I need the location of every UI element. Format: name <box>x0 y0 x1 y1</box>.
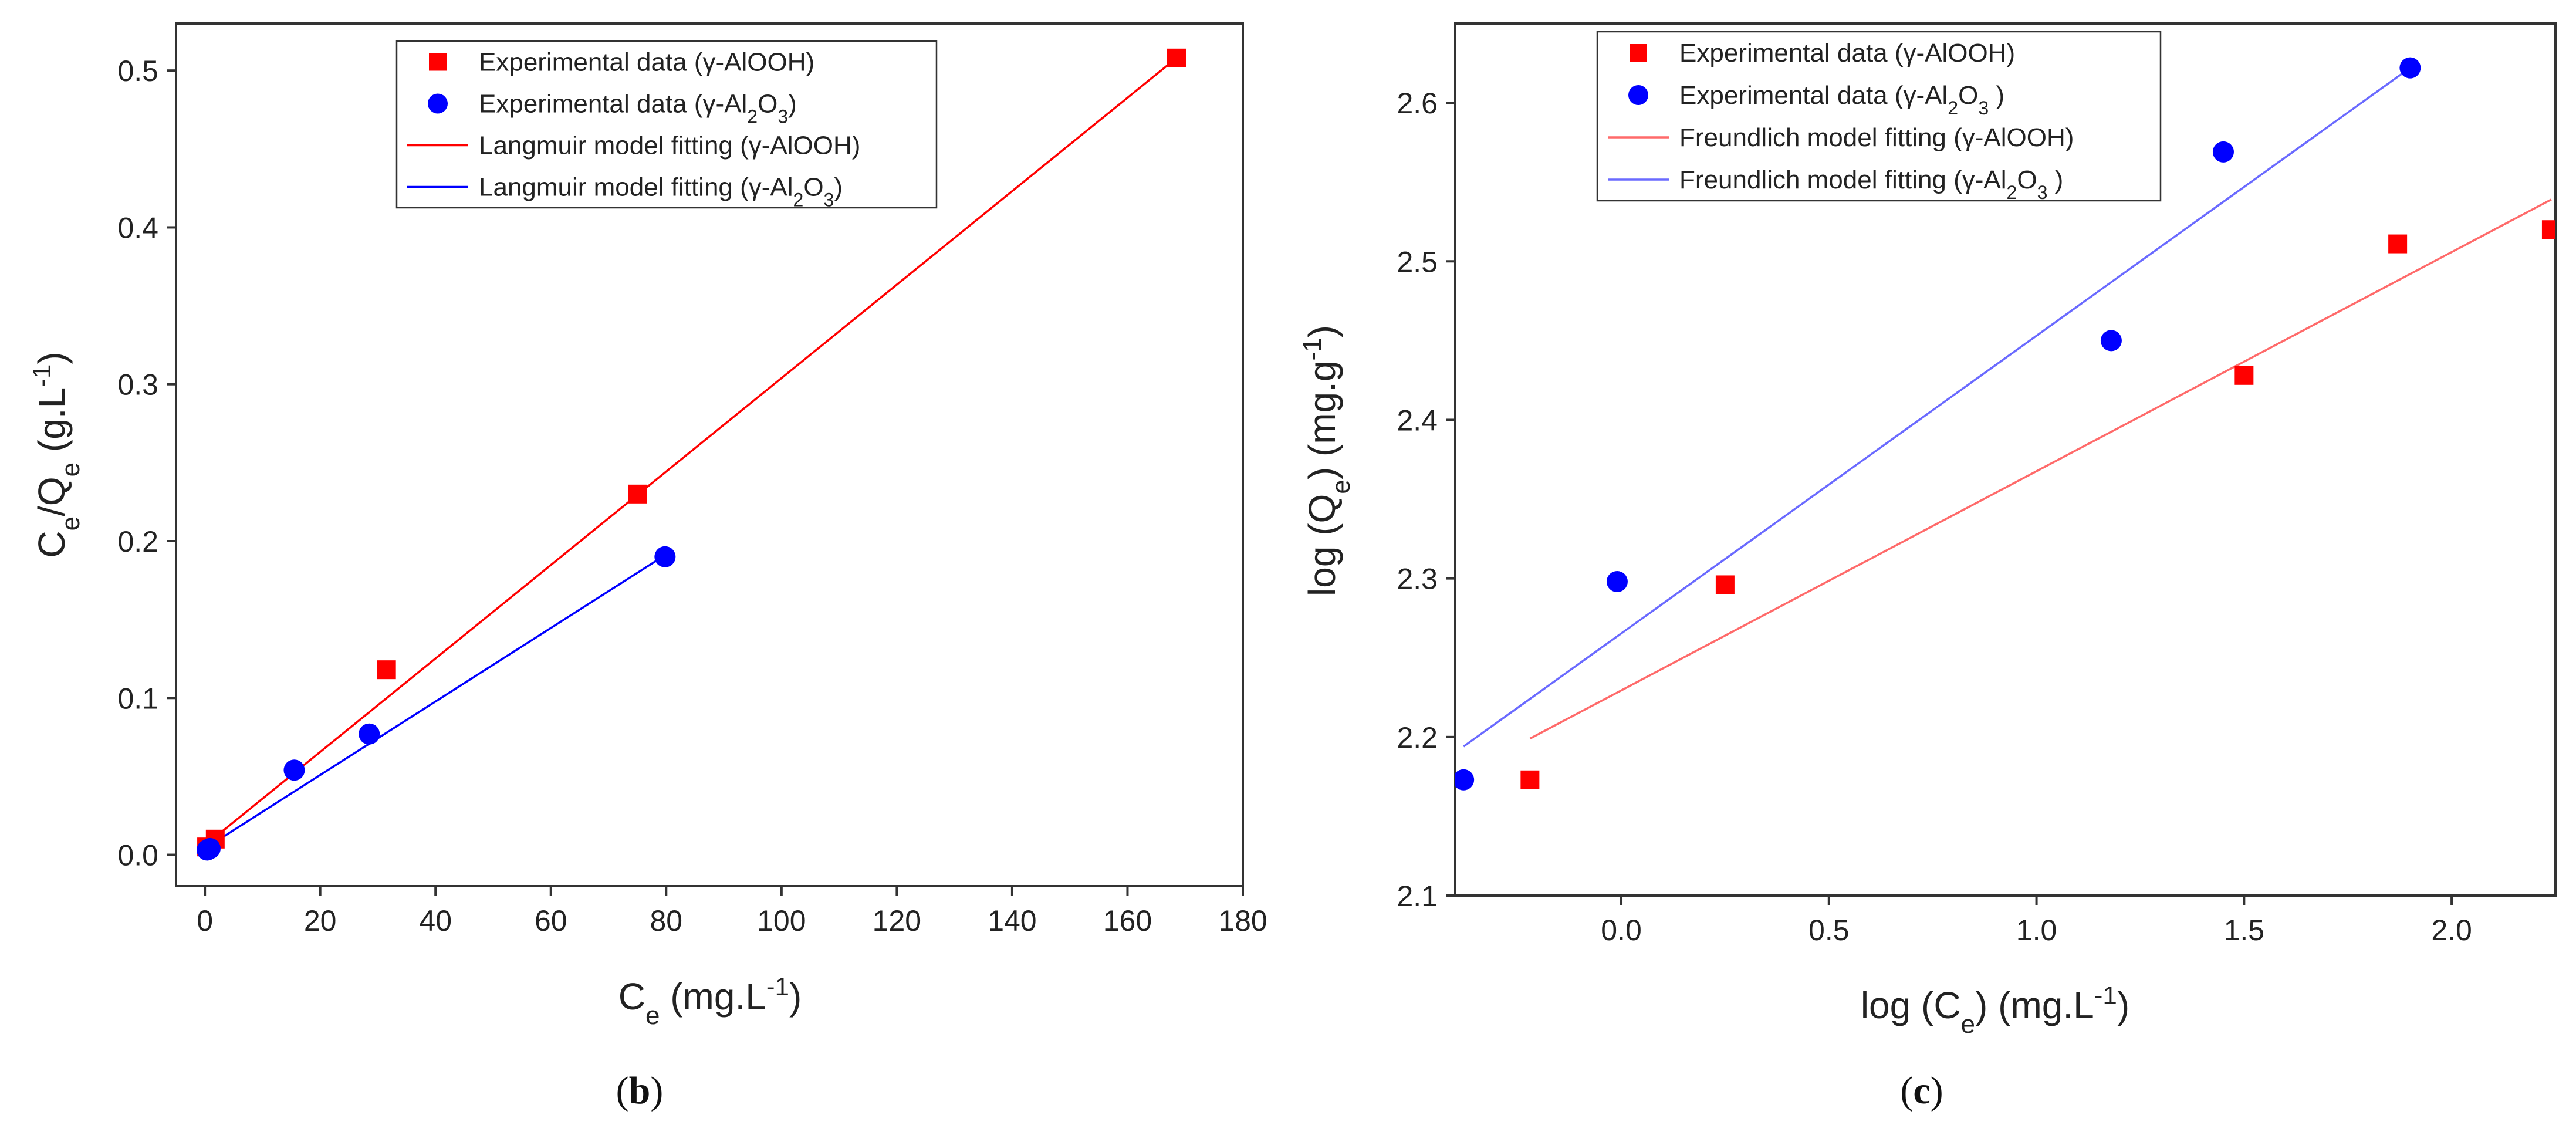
x-tick-label: 180 <box>1218 904 1267 937</box>
legend-marker-square <box>1630 44 1647 62</box>
data-point-circle <box>2399 57 2421 79</box>
x-tick-label: 120 <box>873 904 921 937</box>
data-layer <box>197 48 1186 861</box>
panel-label: (b) <box>616 1069 664 1112</box>
y-tick-label: 2.3 <box>1397 563 1438 596</box>
legend-entry-label: Experimental data (γ-AlOOH) <box>1679 39 2015 67</box>
x-tick-label: 20 <box>304 904 337 937</box>
y-tick-label: 2.4 <box>1397 404 1438 437</box>
x-tick-label: 80 <box>650 904 682 937</box>
data-point-circle <box>1606 571 1628 593</box>
y-tick-label: 0.1 <box>117 682 158 715</box>
x-tick-label: 100 <box>757 904 806 937</box>
data-point-square <box>377 660 396 680</box>
fit-line <box>204 554 666 850</box>
fit-line <box>204 57 1178 846</box>
data-point-circle <box>2100 330 2122 352</box>
data-point-square <box>2234 366 2254 385</box>
y-tick-label: 2.5 <box>1397 245 1438 278</box>
data-point-square <box>2541 220 2555 239</box>
legend-box <box>395 40 938 209</box>
legend-entry-label: Freundlich model fitting (γ-Al2O3 ) <box>1679 165 2063 203</box>
y-tick-label: 0.3 <box>117 369 158 401</box>
legend-entry-label: Freundlich model fitting (γ-AlOOH) <box>1679 123 2074 152</box>
legend-marker-square <box>429 53 447 71</box>
data-point-circle <box>359 723 380 745</box>
fit-line <box>1463 67 2411 748</box>
x-axis-label: log (Ce) (mg.L-1) <box>1861 981 2129 1039</box>
y-tick-label: 0.2 <box>117 525 158 558</box>
legend-marker-circle <box>428 93 448 114</box>
y-axis-label: Ce/Qe (g.L-1) <box>28 352 85 558</box>
data-point-square <box>628 484 647 504</box>
y-tick-label: 2.6 <box>1397 87 1438 120</box>
plot-frame <box>1454 22 2557 897</box>
chart-panel-c: 0.0 0.5 1.0 1.5 2.0 2.1 2.2 2.3 2.4 2.5 2.6 log (Ce… <box>1298 22 2557 1112</box>
y-tick-label: 2.2 <box>1397 721 1438 754</box>
legend: Experimental data (γ-AlOOH) Experimental … <box>395 40 938 211</box>
data-point-square <box>1167 48 1186 67</box>
data-point-circle <box>199 837 221 859</box>
panel-label: (c) <box>1900 1069 1943 1112</box>
data-point-circle <box>1455 769 1475 791</box>
data-point-square <box>1715 575 1735 594</box>
data-point-circle <box>2212 141 2234 163</box>
y-axis-label: log (Qe) (mg.g-1) <box>1298 325 1355 596</box>
legend-entry-label: Experimental data (γ-AlOOH) <box>479 48 814 77</box>
data-point-square <box>1520 770 1540 789</box>
data-point-square <box>2388 234 2408 254</box>
legend-entry-label: Langmuir model fitting (γ-AlOOH) <box>479 131 860 160</box>
x-tick-label: 40 <box>419 904 452 937</box>
fit-line <box>1529 198 2552 740</box>
data-layer <box>1455 57 2555 791</box>
x-tick-label: 140 <box>988 904 1036 937</box>
x-tick-label: 0 <box>197 904 213 937</box>
legend-entry-label: Experimental data (γ-Al2O3) <box>479 90 797 127</box>
x-axis-label: Ce (mg.L-1) <box>618 972 802 1030</box>
plot-frame <box>175 22 1244 887</box>
data-point-circle <box>283 759 305 781</box>
y-tick-label: 0.0 <box>117 839 158 872</box>
x-tick-label: 1.0 <box>2016 914 2057 947</box>
y-tick-label: 2.1 <box>1397 880 1438 913</box>
data-point-circle <box>654 546 676 568</box>
legend-entry-label: Experimental data (γ-Al2O3 ) <box>1679 81 2004 119</box>
x-tick-label: 60 <box>535 904 567 937</box>
legend-marker-circle <box>1628 85 1648 105</box>
y-tick-label: 0.5 <box>117 55 158 87</box>
y-tick-label: 0.4 <box>117 211 158 244</box>
legend-entry-label: Langmuir model fitting (γ-Al2O3) <box>479 173 843 211</box>
chart-panel-b: 0 20 40 60 80 100 120 140 160 180 0.0 0.1 0.2 0.3 0.4 0… <box>28 22 1267 1112</box>
legend: Experimental data (γ-AlOOH) Experimental … <box>1596 31 2162 203</box>
x-tick-label: 2.0 <box>2431 914 2472 947</box>
x-tick-label: 160 <box>1103 904 1152 937</box>
x-tick-label: 0.5 <box>1808 914 1850 947</box>
x-tick-label: 1.5 <box>2224 914 2265 947</box>
legend-box <box>1596 31 2162 202</box>
x-tick-label: 0.0 <box>1601 914 1642 947</box>
